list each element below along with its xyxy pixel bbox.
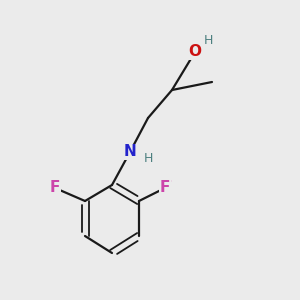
Text: N: N (124, 145, 136, 160)
Text: F: F (50, 181, 60, 196)
Text: F: F (162, 181, 172, 196)
Text: F: F (48, 181, 58, 196)
Text: O: O (188, 44, 202, 59)
Text: O: O (188, 44, 200, 59)
Text: N: N (124, 145, 136, 160)
Text: H: H (203, 34, 213, 46)
Text: H: H (143, 152, 153, 164)
Text: F: F (160, 181, 170, 196)
